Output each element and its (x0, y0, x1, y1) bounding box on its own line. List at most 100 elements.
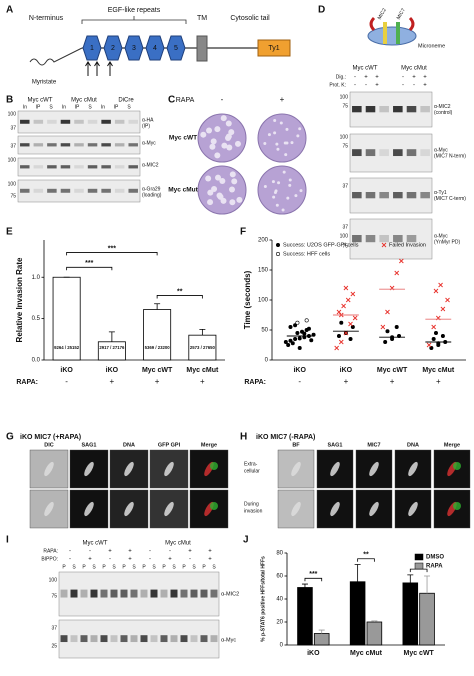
blot-band (90, 589, 98, 598)
condition-sign: - (365, 83, 367, 89)
plaque (221, 142, 228, 149)
blot-band (180, 635, 188, 643)
blot-band (365, 106, 376, 113)
blot-band (150, 635, 158, 643)
x-tick-label: Myc cWT (403, 650, 434, 657)
y-tick-label: 80 (276, 551, 283, 557)
error-bar (301, 583, 308, 588)
condition-label: Dig.: (336, 74, 346, 80)
repeat-number: 3 (132, 45, 136, 52)
bar-note: 2917 / 27176 (99, 345, 125, 350)
protease-icon (369, 16, 415, 32)
blot-label: α-MIC2 (221, 591, 239, 597)
condition-sign: + (375, 83, 379, 89)
fraction-label: In (62, 104, 66, 110)
plaque-well (257, 165, 307, 215)
label: TM (197, 15, 207, 22)
treatment-sign: + (128, 557, 132, 563)
fraction-label: IP (75, 104, 80, 110)
treatment-sign: - (221, 95, 224, 104)
blot-band (140, 635, 148, 643)
label: N-terminus (29, 15, 64, 22)
treatment-sign: - (189, 557, 191, 563)
blot-label: α-Myc (142, 140, 156, 146)
blot-band (120, 589, 128, 598)
fraction-label: P (162, 564, 166, 570)
plaque (298, 127, 302, 131)
plaque (285, 127, 289, 131)
merge-signal (210, 502, 218, 510)
y-tick-label: 150 (258, 268, 269, 274)
mw-marker: 75 (342, 143, 348, 149)
blot-band (406, 192, 417, 199)
point (426, 342, 432, 348)
blot-label: (control) (434, 110, 453, 116)
treatment-label: RAPA (176, 97, 195, 104)
point (348, 336, 353, 341)
treatment-sign: - (69, 549, 71, 555)
condition-sign: + (423, 75, 427, 81)
fraction-label: S (127, 104, 131, 110)
significance-label: ** (363, 552, 369, 559)
blot-band (379, 235, 389, 243)
blot-label: α-Ty1 (434, 190, 447, 196)
egf-repeat (145, 35, 165, 61)
condition-sign: - (413, 83, 415, 89)
mw-marker: 100 (340, 134, 349, 140)
blot-band (80, 635, 88, 643)
fraction-label: S (212, 564, 216, 570)
x-tick-label: iKO (340, 367, 353, 374)
error-bar (424, 575, 431, 594)
plaque (299, 189, 303, 193)
egf-bracket (81, 16, 187, 24)
condition-sign: - (354, 83, 356, 89)
blot-band (365, 235, 376, 243)
plaque (207, 199, 214, 206)
blot-band (87, 188, 98, 193)
mw-marker: 100 (8, 111, 17, 117)
y-tick-label: 0.0 (32, 358, 41, 364)
point (438, 282, 443, 288)
plaque (277, 181, 281, 185)
treatment-sign: - (169, 549, 171, 555)
row-label: cellular (244, 468, 260, 474)
blot-band (33, 143, 44, 147)
mw-marker: 37 (342, 183, 348, 189)
point (297, 336, 302, 341)
strain-label: Myc cMut (71, 98, 97, 104)
legend-marker (275, 252, 280, 257)
mw-marker: 100 (8, 157, 17, 163)
blot-band (420, 149, 430, 157)
bar-note: 5369 / 23200 (145, 345, 171, 350)
point (394, 270, 400, 276)
legend-label: RAPA (426, 564, 443, 570)
point (341, 303, 346, 309)
parasite (408, 501, 418, 517)
condition-sign: - (402, 83, 404, 89)
condition-sign: - (402, 75, 404, 81)
plaque (275, 142, 279, 146)
blot-band (130, 589, 138, 598)
fraction-label: S (152, 564, 156, 570)
strain-label: Myc cMut (168, 187, 198, 194)
parasite (124, 461, 134, 477)
point (288, 324, 293, 329)
blot-band (420, 192, 430, 199)
egf-repeat (82, 35, 102, 61)
bar (143, 309, 172, 361)
parasite (330, 461, 340, 477)
treatment-sign: + (200, 377, 205, 386)
blot-band (20, 165, 30, 169)
blot-label: α-MIC2 (142, 162, 159, 168)
blot-band (210, 589, 218, 598)
blot-band (33, 119, 44, 124)
y-axis-label: % p-STAT6 positive HFFs/total HFFs (260, 556, 266, 642)
blot-band (393, 149, 403, 157)
blot (17, 157, 141, 177)
point (431, 324, 436, 330)
condition-sign: - (354, 75, 356, 81)
plaque (206, 127, 213, 134)
bar (52, 276, 81, 361)
blot-label: α-Myc (221, 637, 236, 643)
blot-band (150, 589, 158, 598)
